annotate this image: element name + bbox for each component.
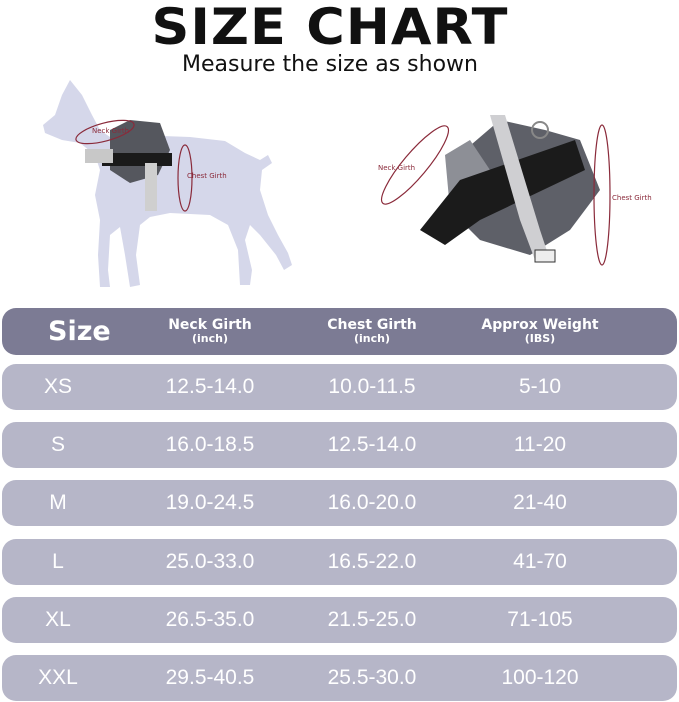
harness-chest-strap <box>145 163 157 211</box>
harness-d-ring <box>531 121 549 139</box>
dog-with-harness-illustration: Neck Girth Chest Girth <box>43 80 292 287</box>
cell-neck-girth: 26.5-35.0 <box>165 608 255 631</box>
harness-neck-girth-label: Neck Girth <box>378 164 415 172</box>
chest-girth-ring <box>593 124 611 266</box>
header-main: Neck Girth <box>168 317 252 333</box>
dog-neck-girth-label: Neck Girth <box>92 127 129 135</box>
table-row: XS 12.5-14.0 10.0-11.5 5-10 <box>2 364 677 410</box>
dog-silhouette <box>43 80 292 287</box>
cell-weight: 21-40 <box>513 491 567 514</box>
cell-chest-girth: 10.0-11.5 <box>328 375 416 398</box>
cell-neck-girth: 29.5-40.5 <box>165 666 255 689</box>
header-unit: (inch) <box>353 332 390 345</box>
harness-product-illustration: Neck Girth Chest Girth <box>378 115 652 266</box>
header-neck-girth: Neck Girth (inch) <box>168 308 252 355</box>
cell-neck-girth: 25.0-33.0 <box>165 550 255 573</box>
neck-girth-ring <box>380 125 450 205</box>
header-main: Chest Girth <box>327 317 417 333</box>
table-row: XL 26.5-35.0 21.5-25.0 71-105 <box>2 597 677 643</box>
header-chest-girth: Chest Girth (inch) <box>327 308 417 355</box>
cell-chest-girth: 16.0-20.0 <box>327 491 417 514</box>
header-approx-weight: Approx Weight (IBS) <box>481 308 598 355</box>
table-row: S 16.0-18.5 12.5-14.0 11-20 <box>2 422 677 468</box>
harness-buckle <box>534 249 556 263</box>
cell-weight: 11-20 <box>513 433 567 456</box>
cell-weight: 100-120 <box>501 666 579 689</box>
cell-size: XS <box>43 375 73 398</box>
harness-buckle <box>85 149 113 163</box>
cell-size: L <box>52 550 64 573</box>
table-row: L 25.0-33.0 16.5-22.0 41-70 <box>2 539 677 585</box>
harness-chest-girth-label: Chest Girth <box>612 194 652 202</box>
cell-neck-girth: 12.5-14.0 <box>165 375 255 398</box>
page-subtitle: Measure the size as shown <box>182 52 478 77</box>
cell-neck-girth: 19.0-24.5 <box>165 491 255 514</box>
cell-size: XL <box>45 608 71 631</box>
header-size: Size <box>48 316 111 347</box>
harness-strap-black <box>420 140 585 245</box>
cell-size: S <box>50 433 66 456</box>
header-unit: (IBS) <box>524 332 556 345</box>
cell-weight: 5-10 <box>518 375 562 398</box>
harness-strap <box>102 153 172 166</box>
table-row: XXL 29.5-40.5 25.5-30.0 100-120 <box>2 655 677 701</box>
harness-strap-reflective <box>490 115 550 260</box>
cell-size: M <box>49 491 67 514</box>
chest-girth-ring <box>177 144 193 212</box>
header-unit: (inch) <box>191 332 228 345</box>
cell-weight: 41-70 <box>513 550 567 573</box>
cell-weight: 71-105 <box>507 608 573 631</box>
cell-chest-girth: 16.5-22.0 <box>327 550 417 573</box>
table-header: Size Neck Girth (inch) Chest Girth (inch… <box>2 308 677 355</box>
neck-girth-ring <box>75 119 135 145</box>
cell-chest-girth: 21.5-25.0 <box>327 608 417 631</box>
cell-chest-girth: 25.5-30.0 <box>327 666 417 689</box>
page-title: SIZE CHART <box>151 0 509 56</box>
dog-chest-girth-label: Chest Girth <box>187 172 227 180</box>
table-row: M 19.0-24.5 16.0-20.0 21-40 <box>2 480 677 526</box>
cell-chest-girth: 12.5-14.0 <box>327 433 417 456</box>
cell-neck-girth: 16.0-18.5 <box>165 433 255 456</box>
header-main: Approx Weight <box>481 317 599 333</box>
cell-size: XXL <box>38 666 78 689</box>
